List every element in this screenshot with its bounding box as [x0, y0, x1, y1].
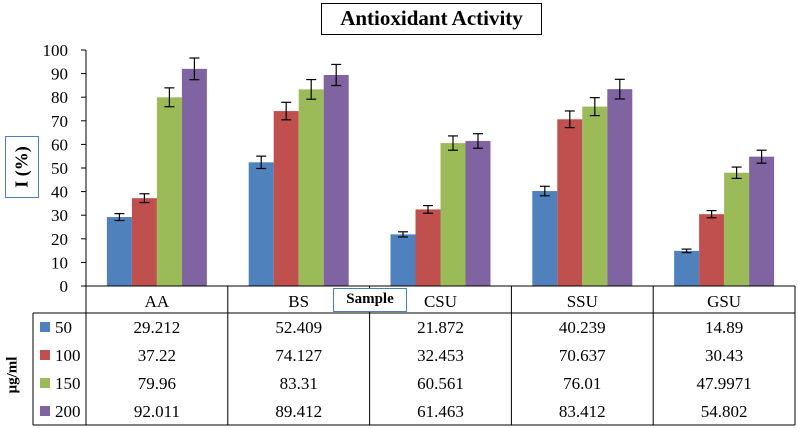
unit-label-box: μg/ml — [1, 330, 25, 420]
y-tick-label: 70 — [51, 112, 68, 131]
category-label: AA — [145, 292, 170, 311]
unit-label: μg/ml — [4, 356, 21, 394]
bar — [323, 74, 349, 287]
chart-title: Antioxidant Activity — [321, 3, 542, 35]
bar — [131, 198, 157, 286]
legend-label: 100 — [55, 346, 81, 365]
table-cell: 89.412 — [275, 402, 322, 421]
legend-key — [40, 350, 50, 360]
table-cell: 61.463 — [417, 402, 464, 421]
bar — [156, 97, 182, 286]
legend-key — [40, 322, 50, 332]
table-cell: 74.127 — [275, 346, 322, 365]
y-tick-label: 60 — [51, 135, 68, 154]
bar — [749, 156, 775, 286]
legend-key — [40, 378, 50, 388]
table-cell: 47.9971 — [696, 374, 751, 393]
y-tick-label: 10 — [51, 253, 68, 272]
category-label: CSU — [424, 292, 457, 311]
y-axis-label: I (%) — [11, 146, 32, 188]
table-cell: 21.872 — [417, 318, 464, 337]
bar — [582, 106, 608, 287]
y-tick-label: 80 — [51, 88, 68, 107]
table-cell: 83.412 — [559, 402, 606, 421]
legend-label: 50 — [55, 318, 72, 337]
bar — [181, 68, 207, 287]
bar — [557, 119, 583, 286]
table-cell: 52.409 — [275, 318, 322, 337]
table-cell: 70.637 — [559, 346, 606, 365]
bar — [298, 89, 324, 286]
category-label: BS — [288, 292, 309, 311]
legend-key — [40, 406, 50, 416]
table-cell: 40.239 — [559, 318, 606, 337]
bar — [532, 191, 558, 286]
bar — [607, 89, 633, 287]
table-cell: 14.89 — [705, 318, 743, 337]
bar — [440, 143, 466, 286]
table-cell: 37.22 — [138, 346, 176, 365]
bar — [390, 234, 416, 286]
bar — [106, 217, 132, 286]
table-cell: 29.212 — [134, 318, 181, 337]
y-axis-label-box: I (%) — [5, 136, 39, 198]
category-label: SSU — [567, 292, 598, 311]
table-cell: 54.802 — [701, 402, 748, 421]
bar — [724, 172, 750, 286]
table-cell: 76.01 — [563, 374, 601, 393]
bar — [465, 140, 491, 286]
table-cell: 60.561 — [417, 374, 464, 393]
bar — [699, 214, 725, 286]
y-tick-label: 0 — [60, 277, 69, 296]
bar — [273, 111, 299, 287]
table-cell: 83.31 — [280, 374, 318, 393]
bar — [674, 250, 700, 286]
y-tick-label: 90 — [51, 65, 68, 84]
y-tick-label: 40 — [51, 183, 68, 202]
bar — [415, 209, 441, 286]
table-cell: 30.43 — [705, 346, 743, 365]
legend-label: 150 — [55, 374, 81, 393]
table-cell: 32.453 — [417, 346, 464, 365]
table-cell: 79.96 — [138, 374, 176, 393]
y-tick-label: 100 — [43, 41, 69, 60]
category-label: GSU — [707, 292, 741, 311]
y-tick-label: 20 — [51, 230, 68, 249]
y-tick-label: 50 — [51, 159, 68, 178]
bar — [248, 162, 274, 286]
x-axis-label: Sample — [333, 288, 407, 312]
legend-label: 200 — [55, 402, 81, 421]
table-cell: 92.011 — [134, 402, 180, 421]
y-tick-label: 30 — [51, 206, 68, 225]
